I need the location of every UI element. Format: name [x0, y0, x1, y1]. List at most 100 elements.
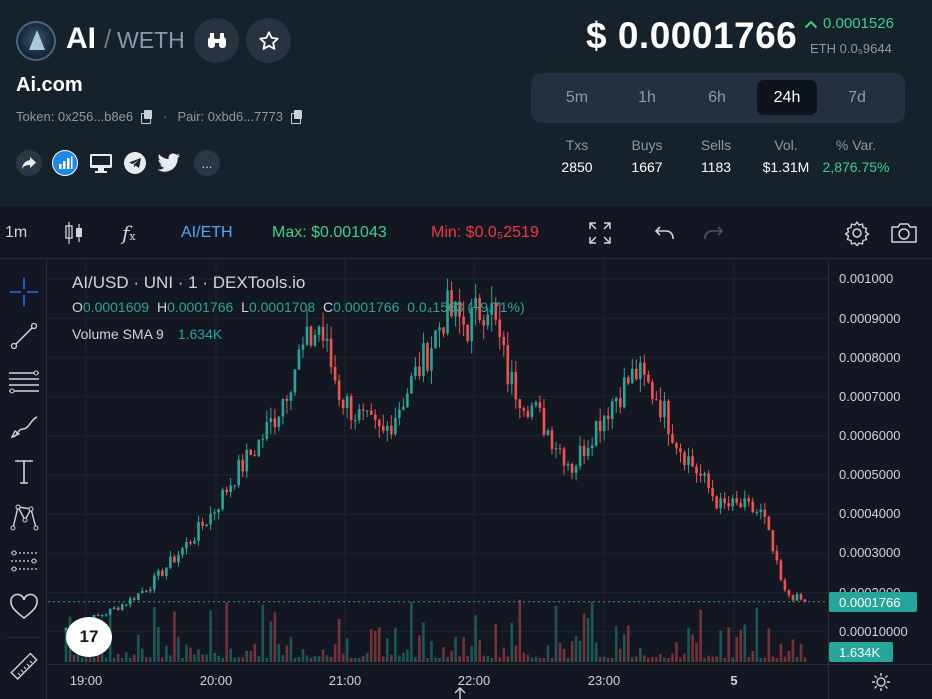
favorites-tool[interactable]: [7, 590, 40, 623]
pair-label[interactable]: AI/ETH: [181, 224, 233, 241]
candle-body: [426, 343, 429, 371]
volume-bar: [309, 657, 313, 662]
volume-bar: [241, 657, 245, 662]
token-price: $ 0.0001766: [586, 15, 798, 56]
tradingview-logo[interactable]: 17: [66, 617, 112, 657]
brush-tool[interactable]: [7, 410, 40, 443]
volume-bar: [120, 657, 124, 662]
settings-button[interactable]: [844, 207, 870, 259]
twitter-link[interactable]: [156, 150, 182, 176]
copy-pair-icon[interactable]: [290, 110, 303, 124]
prediction-tool[interactable]: [7, 545, 40, 578]
binoculars-button[interactable]: [194, 18, 239, 63]
candle-body: [751, 501, 755, 513]
candle-body: [478, 298, 481, 320]
trend-line-tool[interactable]: [7, 319, 40, 352]
crosshair-tool[interactable]: [7, 275, 40, 308]
timeframe-5m[interactable]: 5m: [565, 88, 589, 106]
price-tick: 0.0003000: [839, 545, 901, 560]
candle-body: [526, 410, 530, 417]
measure-tool[interactable]: [7, 650, 40, 683]
volume-bar: [181, 657, 184, 662]
price-tick: 0.0005000: [839, 467, 901, 482]
price-axis[interactable]: 0.001000 0.0009000 0.0008000 0.0007000 0…: [828, 260, 932, 664]
stat-variation-value: 2,876.75%: [822, 159, 890, 175]
volume-bar: [261, 604, 265, 662]
ohlc-high-key: H: [156, 299, 168, 315]
price-chart[interactable]: [48, 260, 828, 664]
volume-bar: [679, 657, 682, 662]
candle-body: [373, 414, 377, 420]
volume-bar: [92, 657, 96, 662]
timeframe-7d[interactable]: 7d: [848, 88, 866, 106]
volume-bar: [205, 654, 208, 662]
candle-body: [353, 420, 357, 422]
candle-type-button[interactable]: [64, 207, 84, 259]
candlestick-chart[interactable]: [48, 260, 828, 664]
ohlc-change: 0.0₄1563 (+9.71%): [407, 299, 525, 315]
address-row: Token: 0x256...b8e6 · Pair: 0xbd6...7773: [16, 109, 303, 124]
volume-bar: [586, 617, 590, 662]
screenshot-button[interactable]: [890, 207, 918, 259]
candle-body: [803, 599, 807, 602]
candle-body: [514, 372, 518, 400]
timeframe-24h[interactable]: 24h: [757, 80, 817, 115]
candle-body: [365, 410, 369, 412]
candle-body: [598, 420, 602, 432]
volume-bar: [293, 657, 297, 662]
candle-body: [799, 594, 803, 600]
text-tool[interactable]: [7, 455, 40, 488]
volume-bar: [398, 655, 401, 662]
more-links-button[interactable]: ...: [194, 150, 220, 176]
volume-bar: [470, 646, 473, 662]
candle-body: [502, 337, 506, 346]
telegram-link[interactable]: [124, 152, 146, 174]
volume-bar: [574, 636, 578, 662]
volume-bar: [526, 655, 530, 662]
undo-button[interactable]: [654, 207, 676, 259]
timeframe-6h[interactable]: 6h: [708, 88, 726, 106]
chart-settings-corner[interactable]: [828, 664, 932, 699]
volume-bar: [289, 636, 293, 662]
dextools-link[interactable]: [52, 150, 78, 176]
indicators-button[interactable]: fx: [122, 207, 136, 259]
volume-bar: [558, 642, 562, 662]
candle-body: [791, 595, 795, 601]
stat-buys-value: 1667: [631, 159, 663, 175]
price-change: 0.0001526: [804, 15, 894, 32]
fullscreen-button[interactable]: [589, 207, 611, 259]
social-links: ...: [16, 150, 220, 176]
binoculars-icon: [207, 32, 226, 48]
fib-tool[interactable]: [7, 364, 40, 397]
volume-bar: [301, 649, 305, 662]
favorite-button[interactable]: [246, 18, 291, 63]
candle-body: [386, 425, 389, 431]
volume-bar: [245, 650, 249, 662]
candles-icon: [65, 222, 82, 244]
redo-button[interactable]: [702, 207, 724, 259]
candle-body: [341, 399, 345, 409]
website-link[interactable]: [88, 150, 114, 176]
site-name[interactable]: Ai.com: [16, 74, 83, 96]
volume-bar: [273, 612, 277, 662]
pattern-tool[interactable]: [7, 500, 40, 533]
candle-body: [586, 447, 590, 456]
copy-token-icon[interactable]: [141, 110, 153, 124]
time-axis[interactable]: 19:00 20:00 21:00 22:00 23:00 5: [48, 664, 828, 699]
time-tick: 19:00: [69, 673, 103, 688]
scroll-to-time-icon[interactable]: [453, 685, 467, 699]
volume-bar: [237, 657, 241, 662]
volume-bar: [474, 615, 477, 662]
candle-body: [402, 406, 405, 410]
volume-bar: [602, 656, 606, 662]
monitor-icon: [90, 154, 112, 173]
share-button[interactable]: [16, 150, 42, 176]
volume-bar: [747, 657, 751, 662]
candle-body: [120, 604, 124, 610]
volume-bar: [518, 599, 522, 662]
volume-bar: [225, 601, 228, 662]
candle-body: [293, 369, 297, 393]
volume-bar: [213, 652, 216, 662]
interval-selector[interactable]: 1m: [5, 224, 28, 241]
timeframe-1h[interactable]: 1h: [638, 88, 656, 106]
